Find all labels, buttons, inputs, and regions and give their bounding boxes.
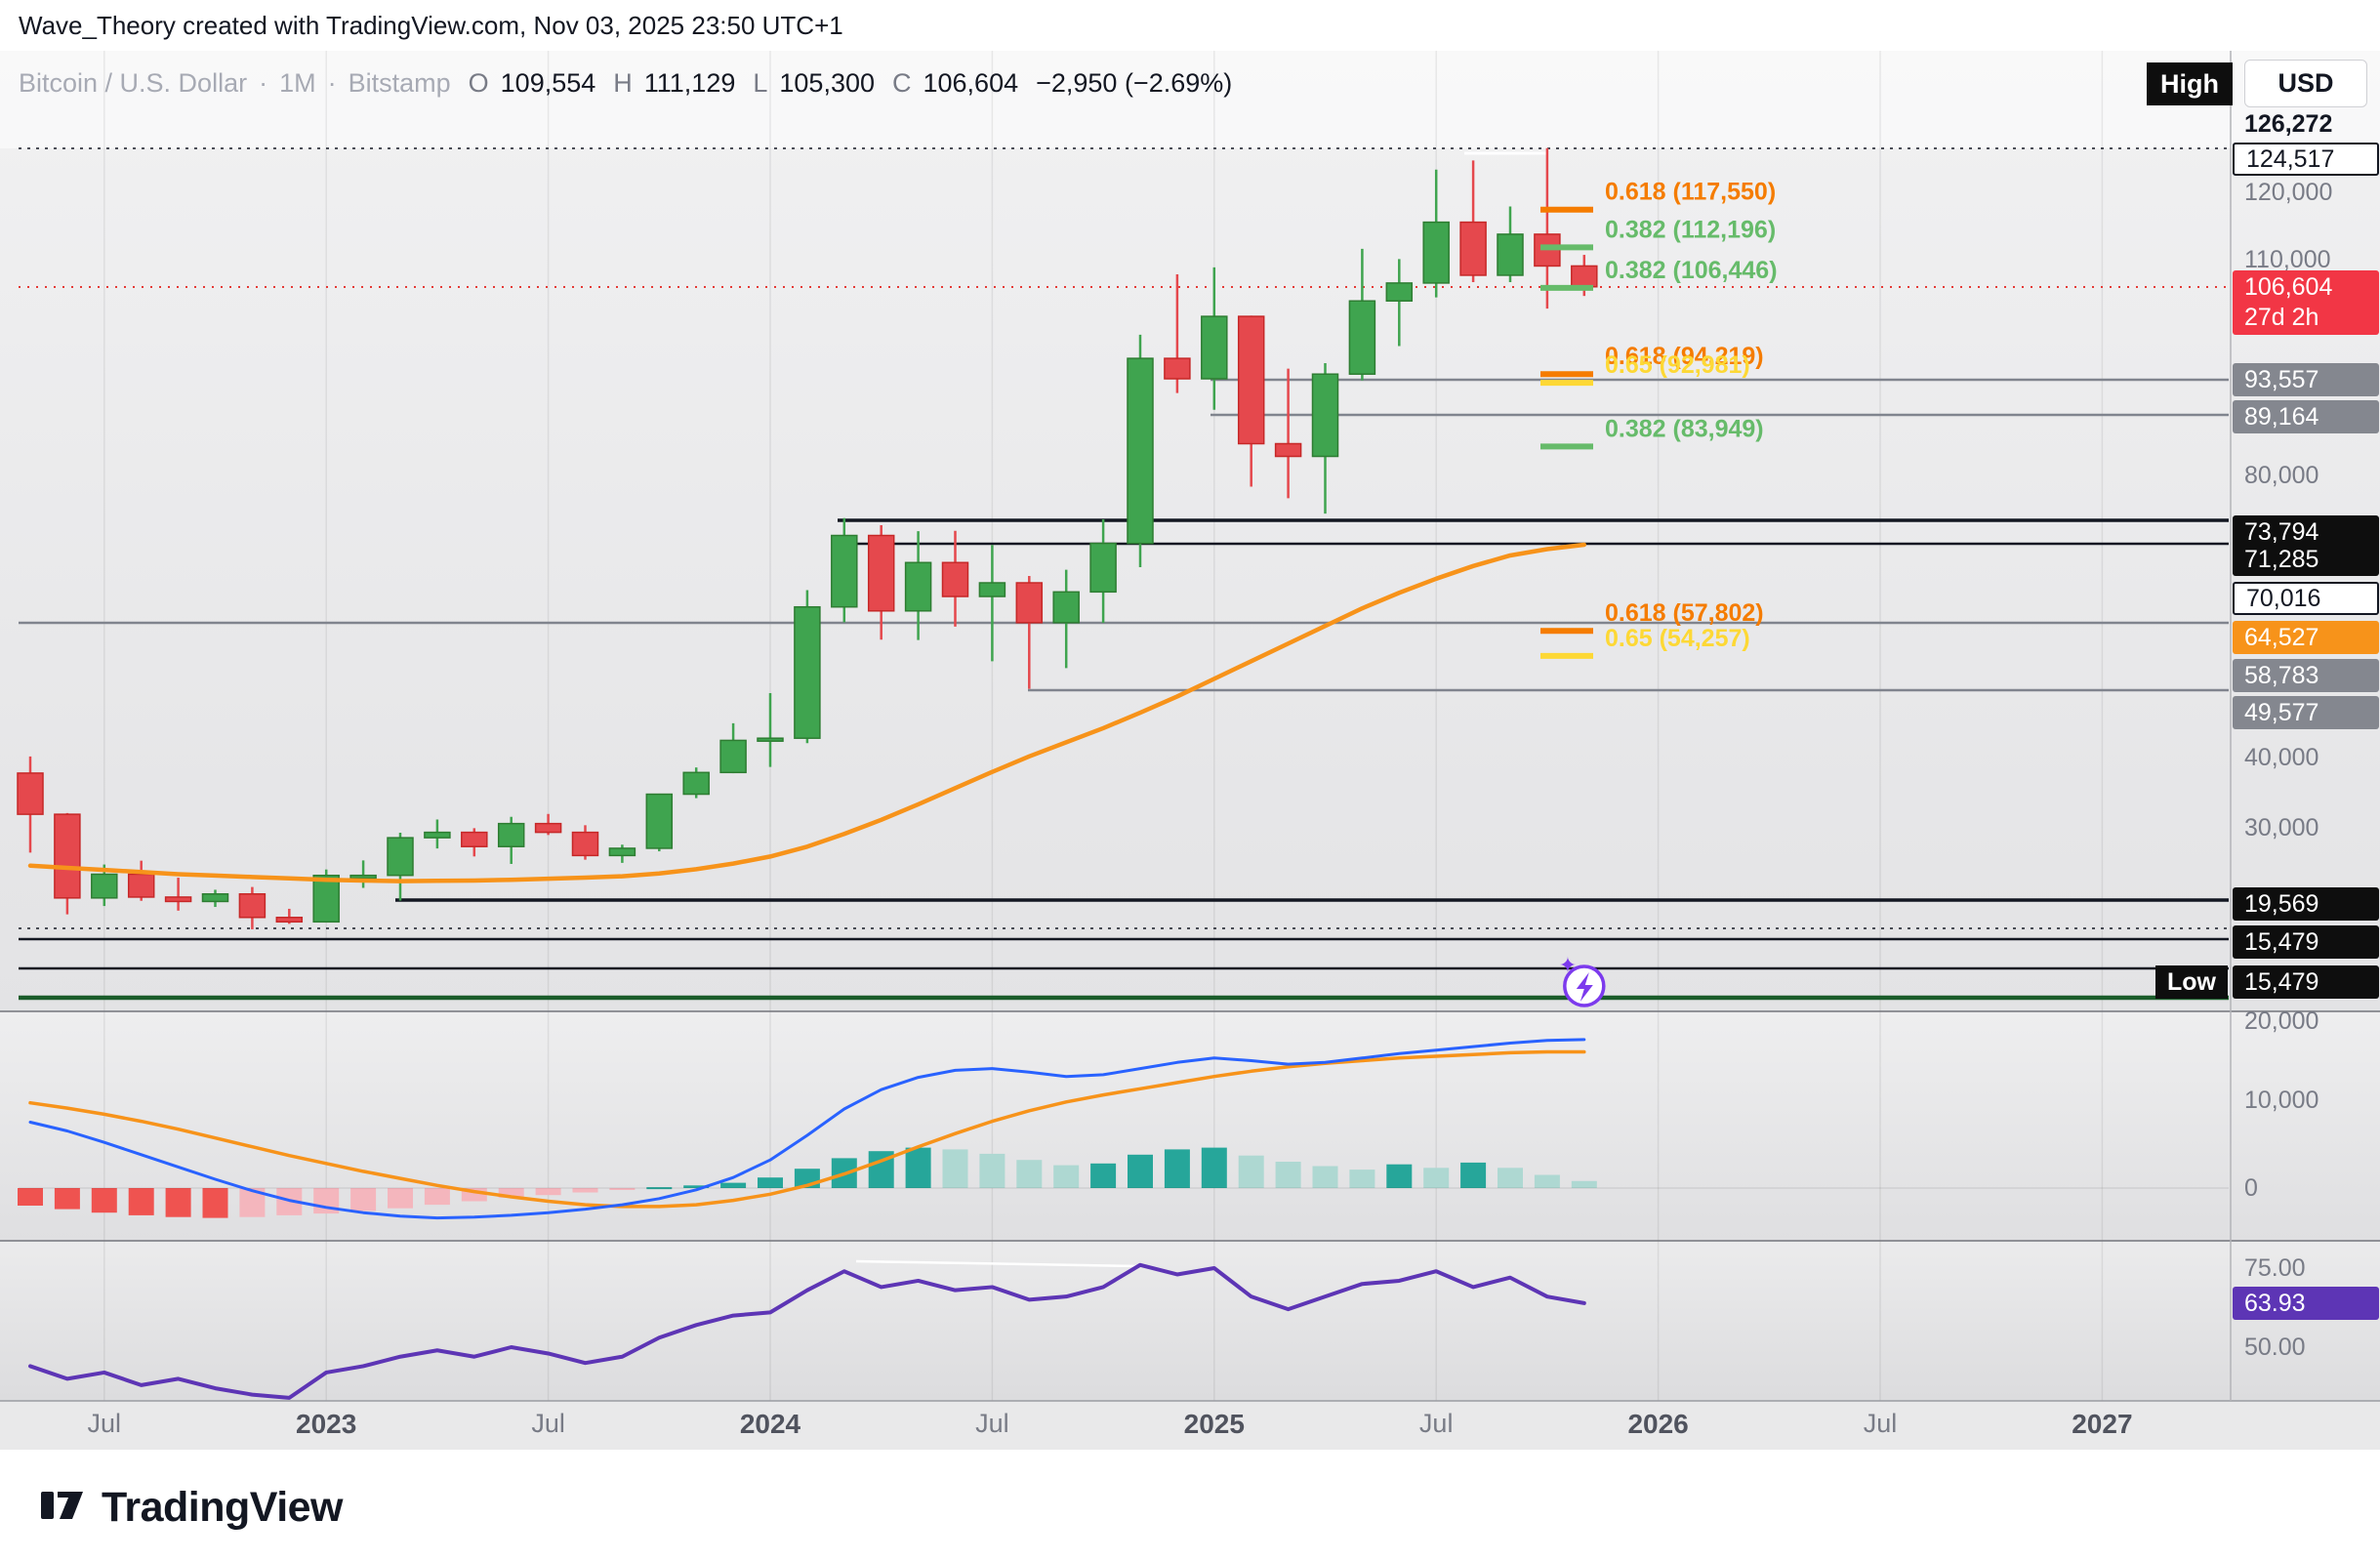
change-value: −2,950 (−2.69%) [1036, 68, 1233, 98]
svg-text:✦: ✦ [1559, 953, 1577, 977]
svg-text:0.618 (117,550): 0.618 (117,550) [1605, 179, 1776, 206]
time-axis-month-label: Jul [1863, 1409, 1898, 1438]
price-axis-label: 126,272 [2244, 109, 2333, 138]
interval-label[interactable]: 1M [279, 68, 316, 98]
chart-header: Bitcoin / U.S. Dollar · 1M · Bitstamp O … [19, 68, 1232, 99]
time-axis-year-label: 2023 [296, 1409, 357, 1439]
svg-text:0.618 (57,802): 0.618 (57,802) [1605, 599, 1764, 627]
rsi-line [28, 1259, 1586, 1400]
price-axis-label: 124,517 [2233, 143, 2379, 176]
countdown-timer: 27d 2h [2244, 304, 2319, 331]
lightning-marker[interactable]: ✦ [1559, 953, 1606, 1007]
time-axis-year-label: 2026 [1627, 1409, 1689, 1439]
time-axis-month-label: Jul [975, 1409, 1009, 1438]
price-axis-label: 50.00 [2244, 1333, 2306, 1361]
separator-dot: · [327, 68, 337, 98]
price-axis-label: 40,000 [2244, 743, 2319, 771]
exchange-label: Bitstamp [348, 68, 451, 98]
attribution-text: Wave_Theory created with TradingView.com… [0, 0, 2380, 51]
price-axis-label: 10,000 [2244, 1086, 2319, 1114]
price-axis-label: 89,164 [2233, 400, 2379, 433]
price-axis-label: 64,527 [2233, 621, 2379, 654]
price-axis-label: 15,479 [2233, 965, 2379, 999]
time-axis-year-label: 2025 [1183, 1409, 1245, 1439]
price-axis-label: 110,000 [2244, 245, 2331, 273]
price-axis-label: 63.93 [2233, 1287, 2379, 1320]
low-line-badge: Low [2155, 965, 2228, 999]
price-axis-label: 20,000 [2244, 1006, 2319, 1035]
price-axis-label: 71,285 [2233, 543, 2379, 576]
price-axis-label: 30,000 [2244, 813, 2319, 842]
svg-text:0.65 (54,257): 0.65 (54,257) [1605, 625, 1750, 652]
price-axis-label: 93,557 [2233, 363, 2379, 396]
svg-text:0.382 (83,949): 0.382 (83,949) [1605, 415, 1764, 442]
price-axis-label: 75.00 [2244, 1253, 2306, 1282]
candlestick-series [17, 147, 1598, 929]
time-axis-year-label: 2024 [739, 1409, 801, 1439]
low-key: L [753, 68, 768, 98]
separator-dot: · [259, 68, 268, 98]
svg-text:0.65 (92,981): 0.65 (92,981) [1605, 351, 1750, 379]
time-axis-year-label: 2027 [2072, 1409, 2133, 1439]
moving-average-line [27, 542, 1587, 883]
svg-text:0.382 (112,196): 0.382 (112,196) [1605, 216, 1776, 243]
price-axis-label: 0 [2244, 1173, 2258, 1202]
time-axis-month-label: Jul [87, 1409, 122, 1438]
low-value: 105,300 [779, 68, 875, 98]
price-axis-label: 19,569 [2233, 887, 2379, 921]
high-key: H [613, 68, 633, 98]
high-value: 111,129 [643, 68, 736, 98]
time-axis-month-label: Jul [1418, 1409, 1454, 1438]
price-axis[interactable]: 126,272 124,517 120,000 110,000 106,604 27d 2… [2231, 0, 2380, 1450]
price-axis-label: 106,604 27d 2h [2233, 270, 2379, 335]
tradingview-logo-icon[interactable] [39, 1484, 86, 1532]
price-axis-label: 70,016 [2233, 582, 2379, 615]
tradingview-brand[interactable]: TradingView [102, 1484, 344, 1531]
fib-levels: 0.618 (117,550) 0.382 (112,196) 0.382 (106… [1540, 179, 1778, 659]
horizontal-levels [19, 147, 2229, 1001]
footer: TradingView [39, 1484, 344, 1532]
svg-text:0.618 (94,219): 0.618 (94,219) [1605, 343, 1764, 370]
open-key: O [468, 68, 489, 98]
price-axis-label: 120,000 [2244, 178, 2333, 206]
price-axis-label: 49,577 [2233, 696, 2379, 729]
open-value: 109,554 [500, 68, 596, 98]
symbol-title[interactable]: Bitcoin / U.S. Dollar [19, 68, 248, 98]
svg-text:0.382 (106,446): 0.382 (106,446) [1605, 257, 1778, 284]
price-axis-label: 58,783 [2233, 659, 2379, 692]
currency-button[interactable]: USD [2244, 60, 2367, 107]
time-axis[interactable]: Jul 2023 Jul 2024 Jul 2025 Jul 2026 Jul 2027 [0, 1407, 2380, 1450]
time-axis-month-label: Jul [531, 1409, 565, 1438]
close-value: 106,604 [923, 68, 1019, 98]
close-key: C [892, 68, 912, 98]
price-axis-label: 15,479 [2233, 925, 2379, 959]
price-axis-label: 80,000 [2244, 461, 2319, 489]
macd-lines [28, 1038, 1586, 1220]
high-toggle-button[interactable]: High [2147, 62, 2233, 105]
